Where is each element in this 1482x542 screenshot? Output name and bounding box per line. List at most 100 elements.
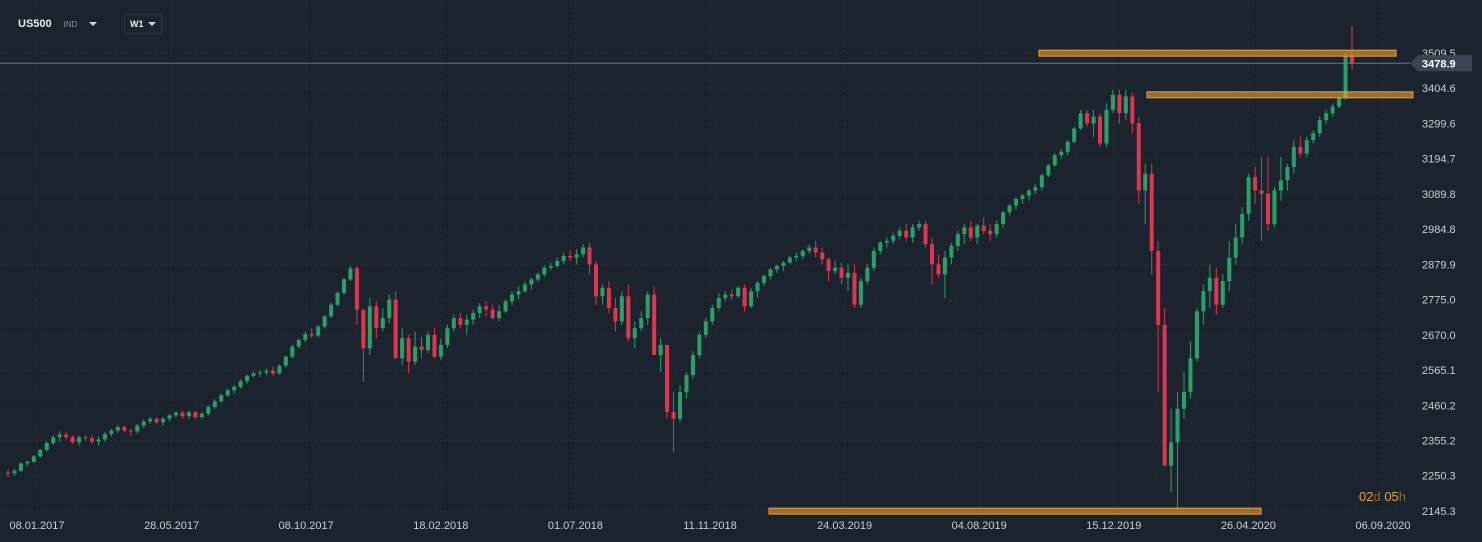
candle-bull [477,306,482,314]
candle-bear [988,230,993,235]
candle-bull [1278,180,1283,191]
candle-bull [897,230,902,236]
candle-bull [632,328,637,339]
y-tick-label: 2250.3 [1422,471,1456,483]
candle-bull [1343,56,1348,99]
candle-bull [1337,98,1342,107]
candle-bull [51,437,56,443]
candle-bull [677,391,683,419]
candle-bear [484,306,489,310]
candle-bull [619,296,624,322]
candle-bull [684,375,689,392]
candle-bull [1175,408,1180,443]
candle-bear [122,427,127,431]
x-tick-label: 15.12.2019 [1086,520,1141,532]
candle-bull [264,370,269,373]
candle-bull [548,266,553,268]
support-resistance-level [1146,91,1414,99]
candle-bull [1026,190,1031,196]
candle-bull [1104,109,1109,144]
candle-bull [1001,212,1006,225]
candle-bull [367,306,372,349]
candle-bull [1123,96,1128,114]
candle-bull [148,418,153,422]
candle-bear [968,227,973,238]
candle-bull [167,415,172,419]
candle-bull [574,254,579,258]
candle-bear [70,437,75,443]
candle-bull [1317,119,1322,134]
candle-bull [736,287,741,297]
candle-bear [587,247,592,265]
candle-bull [1285,166,1290,181]
candle-bull [794,255,799,258]
candle-bull [942,257,947,275]
candle-bull [910,227,915,238]
x-tick-label: 04.08.2019 [952,520,1007,532]
symbol-selector[interactable]: US500 IND [18,14,98,34]
candle-bear [904,230,909,238]
candle-bull [18,463,23,471]
candle-bull [529,279,534,285]
candle-bull [884,240,889,243]
candle-bear [1265,193,1271,225]
candle-bull [1020,195,1025,199]
candle-bull [341,279,347,293]
candle-bull [781,262,786,267]
candle-bull [322,316,327,327]
candle-bull [1091,116,1096,124]
candle-bull [451,318,456,329]
candle-bull [858,281,863,305]
y-tick-label: 3404.6 [1422,83,1456,95]
candle-bull [962,227,967,235]
candle-bull [316,326,321,336]
candle-bull [109,430,114,434]
candle-bear [1097,116,1103,144]
symbol-name: US500 [18,18,52,30]
timeframe-selector[interactable]: W1 [124,14,162,34]
candle-bull [833,267,838,272]
candle-bull [690,354,695,376]
candle-bear [180,412,185,417]
x-tick-label: 08.01.2017 [9,520,64,532]
x-tick-label: 01.07.2018 [548,520,603,532]
candle-bull [44,442,49,450]
candle-bull [199,413,204,418]
candle-bear [419,346,424,350]
candle-bull [1181,391,1187,409]
candle-bear [1156,250,1161,325]
candle-bull [522,284,527,292]
y-tick-label: 2565.1 [1422,365,1456,377]
candle-bear [393,299,398,359]
candle-bear [1162,324,1167,466]
x-axis: 08.01.2017 28.05.2017 08.10.2017 18.02.2018… [9,520,1410,532]
candle-bull [1169,442,1174,466]
chevron-down-icon [89,22,98,26]
candle-bull [186,412,191,417]
candle-bull [1304,140,1309,154]
candle-bear [606,287,611,308]
y-axis: 3509.53404.63299.63194.73089.82984.82879… [1422,48,1456,518]
x-tick-label: 18.02.2018 [413,520,468,532]
candle-bull [12,470,17,474]
candle-bull [761,276,767,283]
candle-bull [542,267,547,275]
candle-bear [813,247,818,253]
candle-bull [768,269,773,277]
candle-bull [1220,281,1225,305]
candle-bull [1291,146,1296,167]
candle-bear [83,437,88,439]
candle-bull [1007,205,1012,213]
candle-bull [774,266,779,270]
y-tick-label: 2879.9 [1422,259,1456,271]
candle-bear [1298,146,1303,154]
candle-bull [581,247,586,255]
candle-bull [800,250,805,256]
candle-bear [64,434,69,438]
support-resistance-level [768,507,1262,515]
current-price-tag [1410,55,1472,72]
candle-bull [891,235,896,241]
candle-bear [820,252,825,260]
candle-bear [568,255,573,258]
